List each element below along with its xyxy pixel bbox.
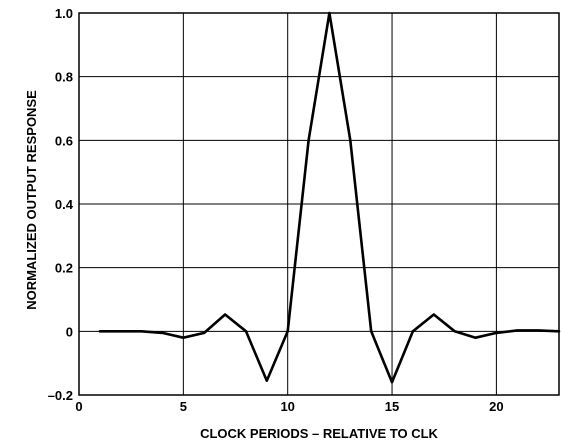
x-axis-title: CLOCK PERIODS – RELATIVE TO CLK	[200, 426, 438, 441]
x-tick-label: 15	[385, 399, 399, 414]
x-tick-label: 10	[280, 399, 294, 414]
x-tick-label: 20	[489, 399, 503, 414]
y-tick-label: 0.4	[55, 197, 74, 212]
y-tick-label: 0.6	[55, 133, 73, 148]
plot-frame	[78, 12, 560, 396]
x-tick-labels: 0 5 10 15 20	[75, 399, 503, 414]
series-line	[98, 11, 561, 384]
y-tick-label: –0.2	[48, 388, 73, 403]
y-axis-title: NORMALIZED OUTPUT RESPONSE	[24, 90, 39, 310]
y-tick-label: 1.0	[55, 6, 73, 21]
y-tick-label: 0.2	[55, 261, 73, 276]
series-layer	[98, 11, 561, 384]
y-tick-labels: –0.2 0 0.2 0.4 0.6 0.8 1.0	[48, 6, 74, 403]
x-tick-label: 0	[75, 399, 82, 414]
x-tick-label: 5	[180, 399, 187, 414]
y-tick-label: 0.8	[55, 70, 73, 85]
y-tick-label: 0	[66, 324, 73, 339]
